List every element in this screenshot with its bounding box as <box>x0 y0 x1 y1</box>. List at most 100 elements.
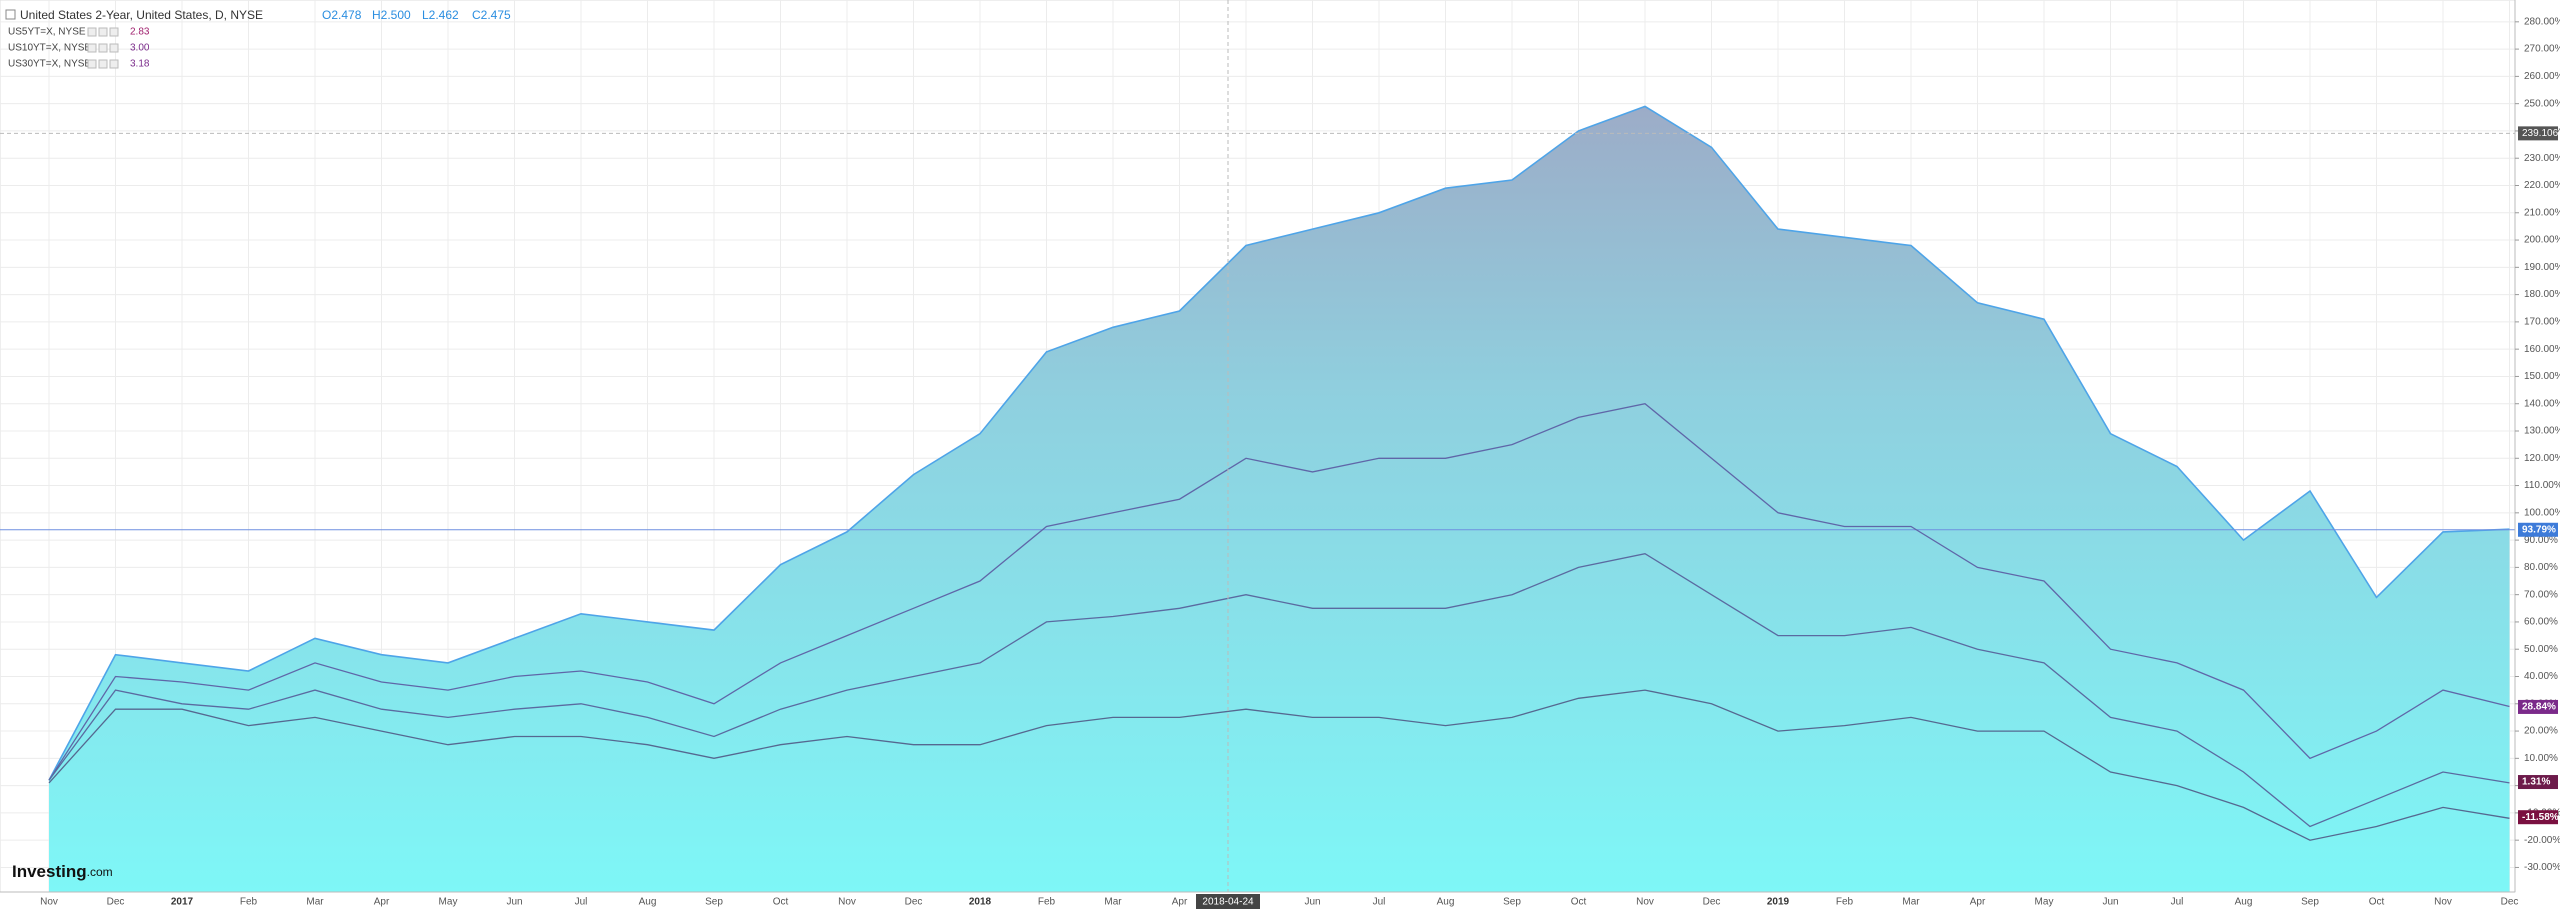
y-tick-label: 270.00% <box>2524 44 2560 55</box>
legend-button[interactable] <box>109 27 119 37</box>
series-layer <box>0 0 2515 892</box>
x-tick-label: Dec <box>107 897 125 908</box>
x-tick-label: Sep <box>2301 897 2319 908</box>
y-tick-label: 100.00% <box>2524 507 2560 518</box>
price-tag-label: -11.58% <box>2522 812 2559 823</box>
x-tick-label: Dec <box>2501 897 2519 908</box>
y-tick-label: 210.00% <box>2524 207 2560 218</box>
price-tag <box>2518 810 2558 825</box>
x-tick-label: Oct <box>1571 897 1587 908</box>
x-tick-label: Oct <box>2369 897 2385 908</box>
legend-button[interactable] <box>87 59 97 69</box>
x-tick-label: Feb <box>1836 897 1854 908</box>
price-tag <box>2518 775 2558 790</box>
legend-button[interactable] <box>87 43 97 53</box>
axes: -30.00%-20.00%-10.00%0.00%10.00%20.00%30… <box>40 16 2560 909</box>
x-tick-label: Aug <box>1437 897 1455 908</box>
x-tick-label: Nov <box>40 897 58 908</box>
x-tick-label: Jul <box>1373 897 1386 908</box>
x-tick-label: Dec <box>1703 897 1721 908</box>
x-tick-label: 2019 <box>1767 897 1790 908</box>
y-tick-label: 180.00% <box>2524 289 2560 300</box>
y-tick-label: 200.00% <box>2524 235 2560 246</box>
crosshair-y-tag <box>2518 126 2558 141</box>
logo-suffix: .com <box>87 865 113 879</box>
y-tick-label: 90.00% <box>2524 535 2558 546</box>
legend-button[interactable] <box>98 59 108 69</box>
y-tick-label: 140.00% <box>2524 398 2560 409</box>
x-tick-label: May <box>439 897 458 908</box>
legend-button[interactable] <box>87 27 97 37</box>
legend-button[interactable] <box>98 27 108 37</box>
x-tick-label: Aug <box>2235 897 2253 908</box>
x-tick-label: Feb <box>1038 897 1056 908</box>
legend-title: United States 2-Year, United States, D, … <box>20 8 263 22</box>
price-tag-label: 28.84% <box>2522 702 2556 713</box>
x-tick-label: 2017 <box>171 897 194 908</box>
price-tag <box>2518 522 2558 537</box>
x-tick-label: Oct <box>773 897 789 908</box>
y-tick-label: 80.00% <box>2524 562 2558 573</box>
legend-value: 3.00 <box>130 43 150 54</box>
ohlc-high: H2.500 <box>372 8 411 22</box>
y-tick-label: 170.00% <box>2524 317 2560 328</box>
y-tick-label: 190.00% <box>2524 262 2560 273</box>
y-tick-label: -20.00% <box>2524 835 2560 846</box>
x-tick-label: Mar <box>1902 897 1920 908</box>
x-tick-label: Jun <box>2102 897 2118 908</box>
y-tick-label: 20.00% <box>2524 726 2558 737</box>
y-tick-label: 120.00% <box>2524 453 2560 464</box>
y-tick-label: 10.00% <box>2524 753 2558 764</box>
legend-button[interactable] <box>98 43 108 53</box>
legend: United States 2-Year, United States, D, … <box>5 8 511 22</box>
y-tick-label: 110.00% <box>2524 480 2560 491</box>
y-tick-label: -30.00% <box>2524 862 2560 873</box>
logo: Investing.com <box>12 862 113 881</box>
x-tick-label: Mar <box>1104 897 1122 908</box>
series-line <box>48 105 2510 781</box>
y-tick-label: 230.00% <box>2524 153 2560 164</box>
ohlc-close: C2.475 <box>472 8 511 22</box>
series-line <box>48 553 2510 828</box>
series-line <box>48 689 2510 841</box>
legend-value: 3.18 <box>130 59 150 70</box>
y-tick-label: 250.00% <box>2524 98 2560 109</box>
y-tick-label: 280.00% <box>2524 16 2560 27</box>
y-tick-label: 50.00% <box>2524 644 2558 655</box>
price-tag <box>2518 699 2558 714</box>
crosshair-x-tag <box>1196 894 1260 909</box>
x-tick-label: Apr <box>1970 897 1986 908</box>
legend-name: US30YT=X, NYSE <box>8 59 91 70</box>
y-tick-label: 160.00% <box>2524 344 2560 355</box>
x-tick-label: Aug <box>639 897 657 908</box>
x-tick-label: May <box>2035 897 2054 908</box>
x-tick-label: Apr <box>374 897 390 908</box>
ohlc-open: O2.478 <box>322 8 362 22</box>
x-tick-label: Mar <box>306 897 324 908</box>
y-tick-label: 220.00% <box>2524 180 2560 191</box>
x-tick-label: Sep <box>705 897 723 908</box>
price-tag-label: 1.31% <box>2522 777 2550 788</box>
x-tick-label: 2018 <box>969 897 992 908</box>
legend-button[interactable] <box>109 43 119 53</box>
crosshair-y-label: 239.106 <box>2522 128 2559 139</box>
x-tick-label: Nov <box>2434 897 2452 908</box>
area <box>49 106 2510 892</box>
legend-button[interactable] <box>109 59 119 69</box>
x-tick-label: Nov <box>1636 897 1654 908</box>
y-tick-label: 60.00% <box>2524 617 2558 628</box>
x-tick-label: Jun <box>506 897 522 908</box>
x-tick-label: Nov <box>838 897 856 908</box>
ohlc-low: L2.462 <box>422 8 459 22</box>
x-tick-label: Jul <box>2171 897 2184 908</box>
legend-value: 2.83 <box>130 27 150 38</box>
collapse-icon[interactable] <box>5 9 16 20</box>
x-tick-label: Apr <box>1172 897 1188 908</box>
y-tick-label: 70.00% <box>2524 589 2558 600</box>
legend-name: US10YT=X, NYSE <box>8 43 91 54</box>
y-tick-label: 40.00% <box>2524 671 2558 682</box>
y-tick-label: 150.00% <box>2524 371 2560 382</box>
crosshair-x-label: 2018-04-24 <box>1202 897 1254 908</box>
x-tick-label: Feb <box>240 897 258 908</box>
